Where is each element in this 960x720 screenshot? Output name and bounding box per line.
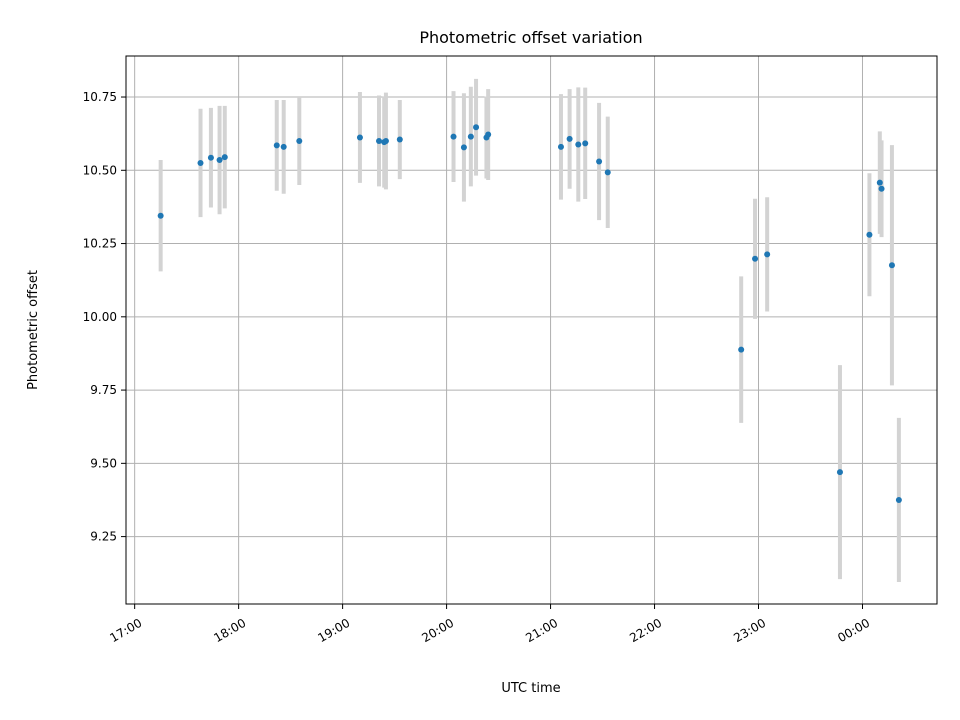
data-point <box>582 140 589 147</box>
y-tick-label: 10.25 <box>83 237 117 251</box>
y-tick-label: 10.50 <box>83 163 117 177</box>
data-point <box>273 142 280 149</box>
data-point <box>157 212 164 219</box>
data-point <box>207 154 214 161</box>
y-axis-label: Photometric offset <box>26 270 41 390</box>
data-point <box>557 143 564 150</box>
data-point <box>836 469 843 476</box>
y-tick-label: 10.75 <box>83 90 117 104</box>
data-point <box>473 124 480 131</box>
grid <box>126 56 937 604</box>
data-point <box>197 159 204 166</box>
y-tick-label: 9.50 <box>90 456 117 470</box>
data-point <box>764 251 771 258</box>
data-point <box>738 346 745 353</box>
data-points <box>157 124 902 503</box>
data-point <box>876 179 883 186</box>
data-point <box>752 255 759 262</box>
data-point <box>296 137 303 144</box>
data-point <box>396 136 403 143</box>
x-axis-label: UTC time <box>501 681 560 696</box>
data-point <box>866 231 873 238</box>
data-point <box>280 143 287 150</box>
plot-frame <box>125 55 938 605</box>
data-point <box>450 133 457 140</box>
y-tick-label: 9.75 <box>90 383 117 397</box>
y-tick-label: 10.00 <box>83 310 117 324</box>
y-tick-label: 9.25 <box>90 530 117 544</box>
chart-title: Photometric offset variation <box>419 28 642 47</box>
data-point <box>382 137 389 144</box>
data-point <box>376 137 383 144</box>
data-point <box>356 134 363 141</box>
data-point <box>566 135 573 142</box>
data-point <box>216 157 223 164</box>
data-point <box>575 141 582 148</box>
data-point <box>878 185 885 192</box>
data-point <box>604 169 611 176</box>
data-point <box>485 131 492 138</box>
data-point <box>895 496 902 503</box>
data-point <box>221 154 228 161</box>
data-point <box>888 262 895 269</box>
data-point <box>596 158 603 165</box>
data-point <box>467 133 474 140</box>
data-point <box>460 144 467 151</box>
